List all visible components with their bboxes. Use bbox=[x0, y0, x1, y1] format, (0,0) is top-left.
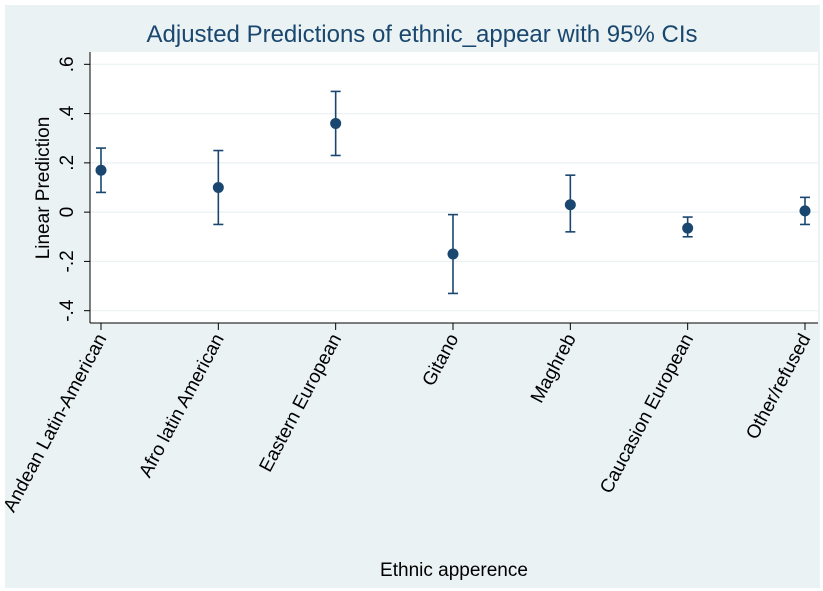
y-tick-label: .4 bbox=[57, 105, 78, 121]
chart-title: Adjusted Predictions of ethnic_appear wi… bbox=[147, 21, 698, 48]
y-tick-label: -.4 bbox=[57, 299, 78, 322]
plot-area bbox=[90, 52, 818, 323]
point-estimate bbox=[799, 205, 811, 217]
y-tick-label: 0 bbox=[57, 207, 78, 218]
point-estimate bbox=[447, 248, 459, 260]
point-estimate bbox=[212, 182, 224, 193]
point-estimate bbox=[564, 199, 576, 211]
y-tick-label: -.2 bbox=[57, 250, 78, 272]
y-axis-label: Linear Prediction bbox=[33, 117, 54, 260]
y-tick-label: .6 bbox=[57, 56, 78, 72]
point-estimate bbox=[95, 164, 107, 176]
data-marks bbox=[95, 90, 811, 295]
y-axis: -.4 -.2 0 .2 .4 .6 bbox=[57, 56, 90, 322]
x-axis-label: Ethnic apperence bbox=[380, 560, 528, 581]
point-estimate bbox=[330, 117, 342, 129]
gridlines bbox=[90, 63, 818, 312]
y-tick-label: .2 bbox=[57, 155, 78, 171]
point-estimate bbox=[682, 222, 694, 234]
